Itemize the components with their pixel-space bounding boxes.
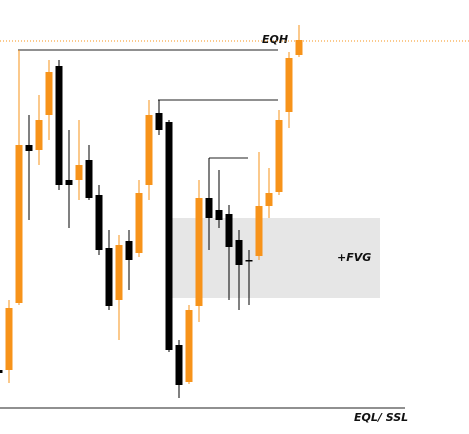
candle-body [115,245,123,300]
candle-body [265,193,273,206]
candle-body [245,260,253,262]
candle-body [235,240,243,265]
candle-body [105,248,113,306]
fvg-label: +FVG [337,251,371,264]
candle-body [125,241,133,260]
candle-body [135,193,143,253]
candle-body [165,122,173,350]
candle-body [5,308,13,370]
fvg-zone [168,218,380,298]
candle-body [205,198,213,218]
candle-body [0,370,3,373]
candle-body [185,310,193,382]
candle-body [35,120,43,150]
candle-body [15,145,23,303]
candle-body [65,180,73,185]
candle-body [85,160,93,198]
candle-body [55,66,63,185]
candle-body [25,145,33,151]
candle-body [215,210,223,220]
eqh-label: EQH [262,33,288,46]
candle-body [155,113,163,130]
candle-body [225,214,233,247]
candle-body [195,198,203,306]
candle-body [175,345,183,385]
candle-body [145,115,153,185]
candle-body [285,58,293,112]
candle-body [275,120,283,192]
candle-body [45,72,53,115]
candle-body [295,40,303,55]
eql-label: EQL/ SSL [354,411,408,424]
candle-body [95,195,103,250]
candle-body [255,206,263,256]
candle-body [75,165,83,180]
